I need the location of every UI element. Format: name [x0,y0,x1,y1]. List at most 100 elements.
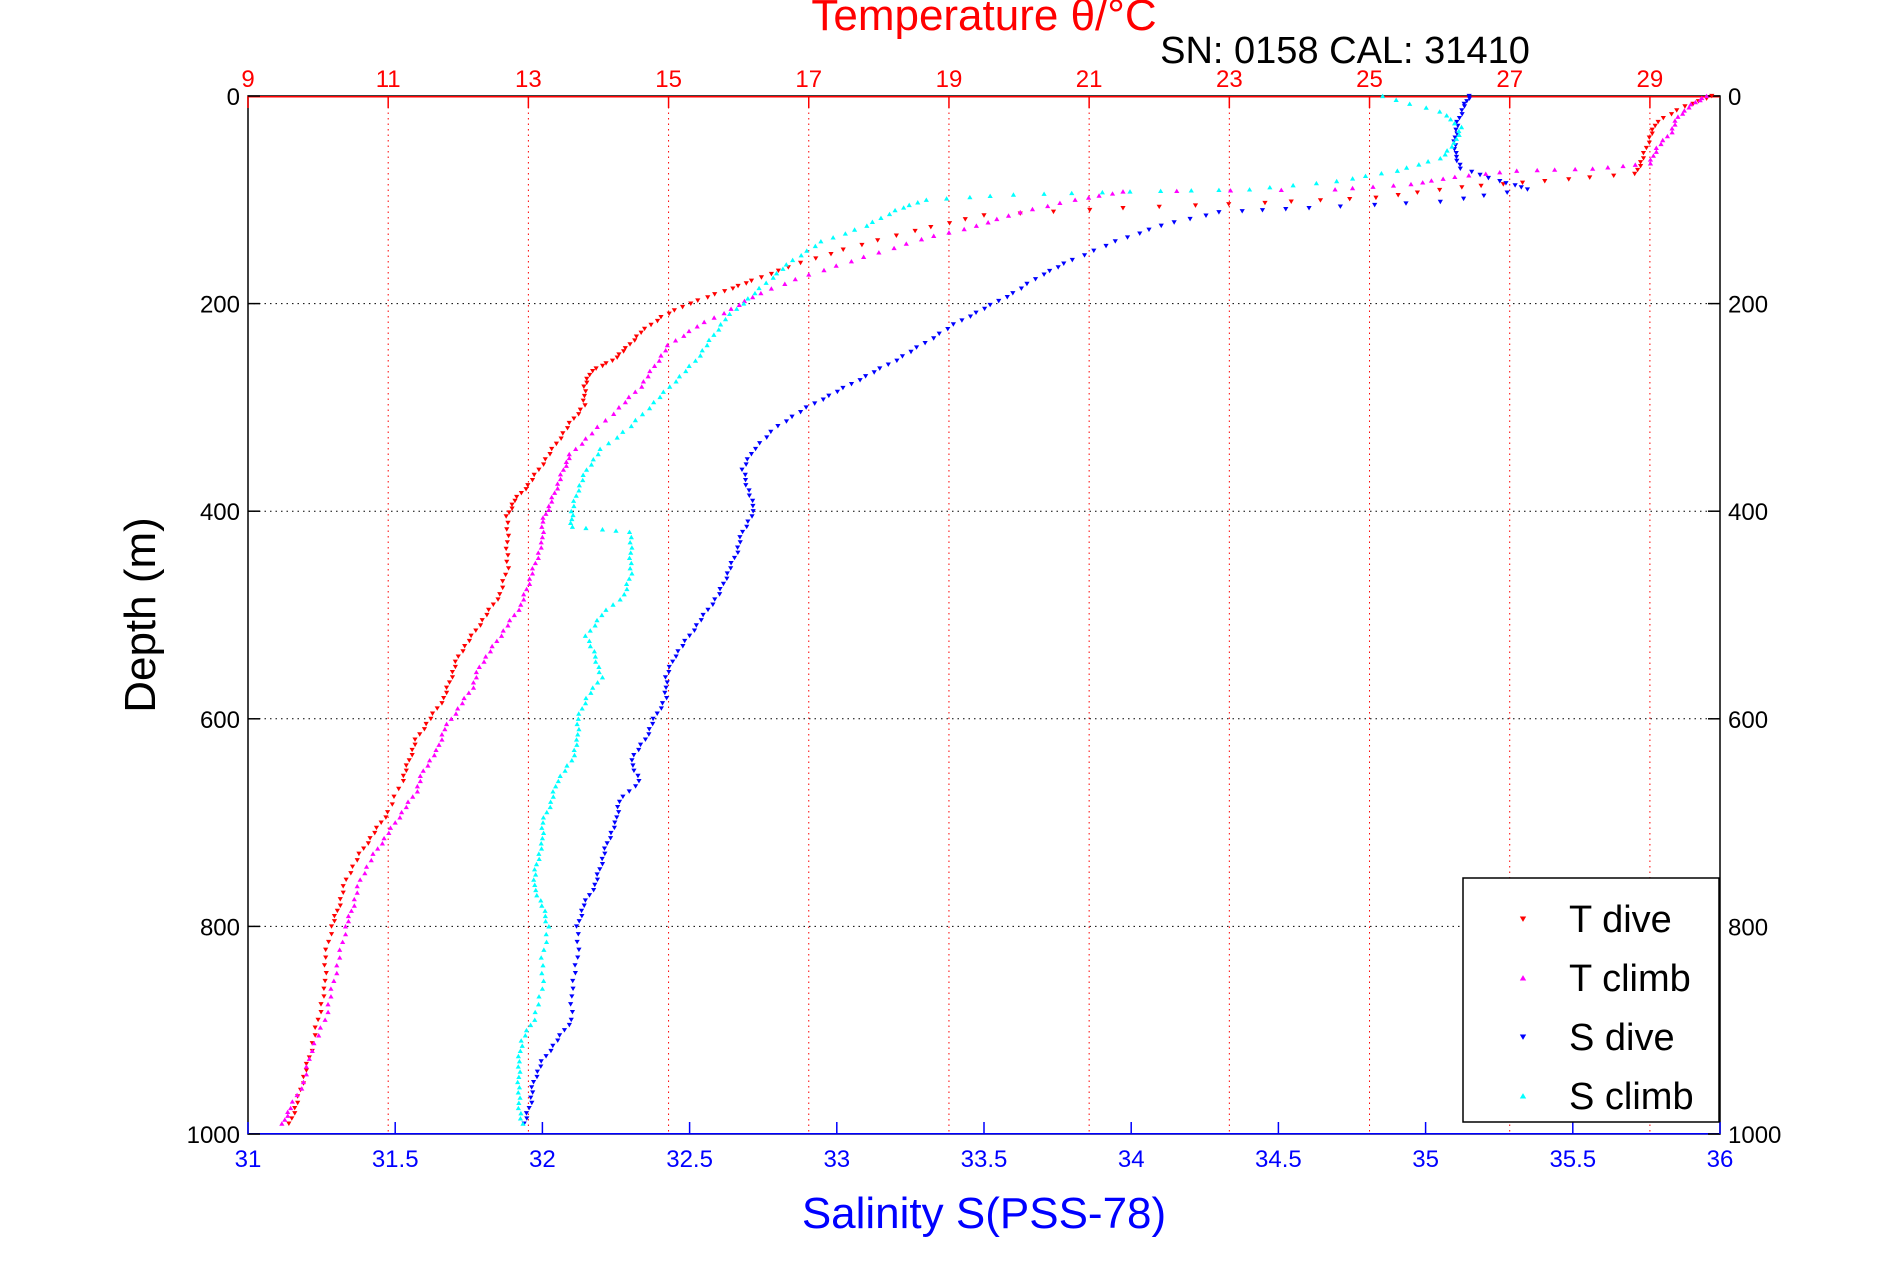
data-point [521,597,527,602]
data-point [601,846,608,851]
data-point [317,1025,323,1030]
data-point [323,955,329,960]
data-point [566,451,572,457]
data-point [535,1001,542,1007]
data-point [1099,189,1105,195]
data-point [1394,168,1400,173]
data-point [717,592,723,597]
data-point [539,970,545,976]
data-point [1124,235,1131,240]
data-point [616,810,622,815]
data-point [588,462,595,467]
data-point [557,472,564,477]
data-point [505,533,512,539]
data-point [1103,243,1109,249]
data-point [1156,204,1162,210]
data-point [621,591,627,597]
data-point [570,978,576,984]
legend-label-s-climb: S climb [1569,1076,1694,1118]
legend-box [1462,877,1720,1123]
data-point [541,462,547,467]
data-point [584,376,590,382]
data-point [462,644,468,649]
data-point [728,566,734,571]
data-point [950,322,956,327]
data-point [775,424,781,429]
data-point [473,669,479,675]
bottom-tick-label: 31 [235,1146,262,1173]
data-point [624,586,630,592]
data-point [631,753,637,758]
data-point [569,1009,576,1015]
data-point [356,851,362,857]
data-point [1456,128,1462,134]
data-point [666,664,672,670]
data-point [1497,169,1503,175]
data-point [797,260,804,266]
data-point [442,726,448,732]
data-point [547,804,553,810]
data-point [642,737,649,742]
data-point [515,1090,521,1095]
data-point [877,366,883,371]
data-point [859,242,865,248]
data-point [555,486,561,491]
data-point [518,602,524,607]
legend-label-t-climb: T climb [1569,958,1691,1000]
data-point [406,758,412,763]
data-point [1332,187,1338,192]
data-point [342,924,349,929]
data-point [840,385,846,391]
data-point [818,238,824,244]
data-point [544,809,550,815]
data-point [1407,101,1413,106]
data-point [1680,111,1686,116]
data-point [1448,117,1454,122]
data-point [505,553,511,558]
data-point [672,338,679,343]
data-point [568,508,574,514]
data-point [1216,210,1222,215]
data-point [414,789,421,794]
data-point [871,370,877,375]
data-point [1203,213,1209,218]
data-point [731,555,738,561]
data-point [538,955,544,960]
data-point [431,752,437,758]
data-point [569,757,575,763]
data-point [326,939,332,945]
data-point [1464,99,1470,104]
data-point [639,384,645,389]
data-point [409,747,415,753]
data-point [560,431,566,436]
data-point [1457,166,1463,171]
data-point [533,872,539,877]
data-point [345,918,352,924]
data-point [1004,295,1010,300]
data-point [967,194,973,200]
data-point [679,304,686,310]
data-point [875,238,881,243]
data-point [315,1017,321,1023]
top-tick-label: 27 [1496,66,1523,93]
data-point [1453,136,1460,141]
data-point [323,971,329,976]
data-point [617,597,623,602]
data-point [1635,167,1641,173]
data-point [632,389,638,394]
data-point [848,258,855,264]
data-point [1442,152,1448,157]
data-point [1451,140,1457,145]
data-point [444,690,450,696]
data-point [1466,93,1472,99]
data-point [1655,119,1661,125]
data-point [312,1025,318,1030]
data-point [1187,216,1193,222]
data-point [595,680,601,685]
data-point [1452,174,1458,180]
data-point [357,877,363,882]
data-point [286,1121,292,1126]
data-point [629,545,635,550]
data-point [466,690,472,695]
